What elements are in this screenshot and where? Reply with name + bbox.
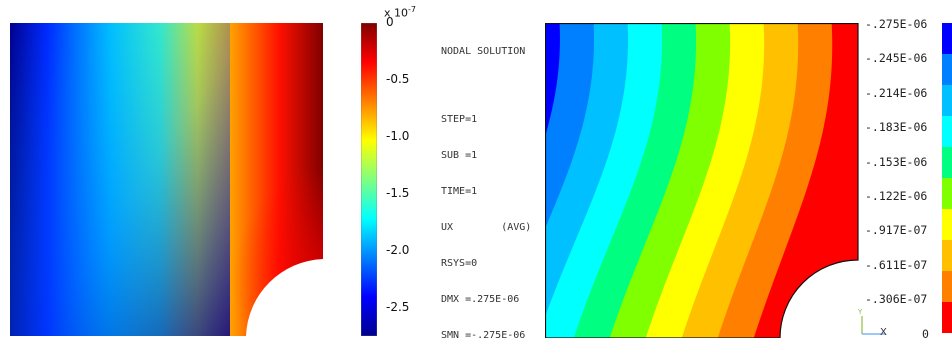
right-contour-svg	[545, 23, 859, 338]
triad-x-label: X	[880, 327, 887, 338]
legend-swatch	[942, 23, 952, 55]
left-colorbar-svg	[361, 23, 377, 336]
legend-value-label: -.306E-07	[865, 292, 928, 307]
legend-value-label: -.153E-06	[865, 154, 928, 169]
coordinate-triad: Y X	[856, 308, 896, 338]
triad-y-label: Y	[858, 308, 863, 316]
legend-swatch	[942, 240, 952, 272]
legend-value-label: 0	[922, 326, 929, 341]
legend-swatch	[942, 209, 952, 241]
colorbar-tick-label: -0.5	[386, 71, 410, 86]
triad-icon	[861, 316, 886, 335]
colorbar-tick-label: 0	[386, 15, 394, 29]
left-contour-plot	[10, 23, 323, 336]
legend-swatch	[942, 178, 952, 210]
info-line-sub: SUB =1	[441, 150, 478, 161]
ansys-legend-bar	[942, 23, 952, 333]
legend-swatch	[942, 116, 952, 148]
colorbar-tick-label: -2.0	[386, 242, 410, 257]
info-line-rsys: RSYS=0	[441, 258, 478, 269]
legend-swatch	[942, 302, 952, 333]
info-line-ux: UX (AVG)	[441, 222, 532, 233]
colorbar-tick-label: -1.5	[386, 185, 410, 200]
nodal-solution-header: NODAL SOLUTION	[441, 46, 526, 57]
legend-value-label: -.275E-06	[865, 17, 928, 31]
legend-swatch	[942, 54, 952, 86]
ansys-info-block: NODAL SOLUTION STEP=1 SUB =1 TIME=1 UX (…	[441, 22, 531, 354]
colorbar-tick-label: -1.0	[386, 128, 410, 143]
info-line-dmx: DMX =.275E-06	[441, 294, 520, 305]
ansys-legend-svg	[942, 23, 952, 333]
info-line-smn: SMN =-.275E-06	[441, 330, 526, 341]
left-colorbar	[361, 23, 377, 336]
colorbar-tick-label: -2.5	[386, 299, 410, 314]
legend-swatch	[942, 147, 952, 179]
legend-swatch	[942, 271, 952, 303]
legend-value-label: -.917E-07	[865, 223, 928, 238]
plate-outline	[545, 23, 859, 338]
legend-value-label: -.611E-07	[865, 257, 928, 272]
legend-value-label: -.122E-06	[865, 189, 928, 203]
legend-value-label: -.245E-06	[865, 51, 928, 66]
left-contour-svg	[10, 23, 323, 336]
info-line-time: TIME=1	[441, 186, 478, 197]
info-line-step: STEP=1	[441, 114, 478, 125]
colorbar-scale-note: x 10-7	[384, 5, 416, 20]
legend-value-label: -.214E-06	[865, 85, 928, 100]
contour-band	[545, 23, 594, 338]
left-hole-cutout	[246, 259, 323, 336]
right-contour-plot	[545, 23, 859, 338]
legend-value-label: -.183E-06	[865, 120, 928, 135]
legend-swatch	[942, 85, 952, 117]
